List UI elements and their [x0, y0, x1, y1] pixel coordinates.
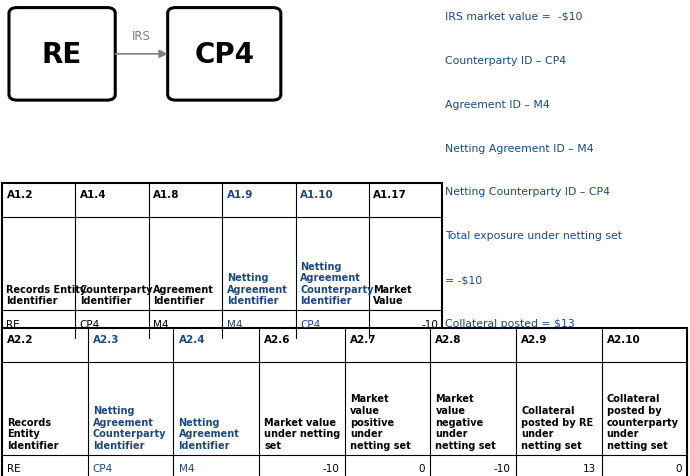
Text: -10: -10 — [421, 319, 438, 329]
Text: Records
Entity
Identifier: Records Entity Identifier — [7, 417, 59, 450]
Text: CP4: CP4 — [80, 319, 100, 329]
Text: A2.6: A2.6 — [264, 335, 290, 345]
FancyBboxPatch shape — [168, 9, 281, 101]
Text: Netting
Agreement
Identifier: Netting Agreement Identifier — [179, 417, 239, 450]
Text: Collateral
posted by RE
under
netting set: Collateral posted by RE under netting se… — [521, 405, 593, 450]
Text: Market
value
negative
under
netting set: Market value negative under netting set — [435, 394, 496, 450]
Bar — [2, 328, 687, 476]
Text: A2.2: A2.2 — [7, 335, 34, 345]
Text: A2.7: A2.7 — [350, 335, 377, 345]
Text: 0: 0 — [419, 463, 425, 473]
Text: Netting
Agreement
Counterparty
Identifier: Netting Agreement Counterparty Identifie… — [93, 405, 166, 450]
Text: Market
Value: Market Value — [373, 284, 412, 306]
Text: Agreement ID – M4: Agreement ID – M4 — [445, 99, 550, 109]
Text: 0: 0 — [676, 463, 682, 473]
Text: Netting
Agreement
Counterparty
Identifier: Netting Agreement Counterparty Identifie… — [300, 261, 373, 306]
Text: A2.10: A2.10 — [607, 335, 640, 345]
Text: Netting Counterparty ID – CP4: Netting Counterparty ID – CP4 — [445, 187, 610, 197]
Text: RE: RE — [42, 41, 82, 69]
Text: IRS: IRS — [132, 30, 151, 43]
Text: M4: M4 — [179, 463, 194, 473]
Text: A1.4: A1.4 — [80, 189, 106, 199]
Text: Netting Agreement ID – M4: Netting Agreement ID – M4 — [445, 143, 593, 153]
Text: -10: -10 — [494, 463, 511, 473]
Text: A1.9: A1.9 — [226, 189, 253, 199]
Text: Records Entity
Identifier: Records Entity Identifier — [6, 284, 87, 306]
Text: Agreement
Identifier: Agreement Identifier — [153, 284, 214, 306]
Text: CP4: CP4 — [93, 463, 113, 473]
FancyBboxPatch shape — [9, 9, 115, 101]
Text: A1.8: A1.8 — [153, 189, 179, 199]
Text: CP4: CP4 — [300, 319, 320, 329]
Text: -10: -10 — [323, 463, 339, 473]
Text: 13: 13 — [583, 463, 596, 473]
Text: A2.9: A2.9 — [521, 335, 547, 345]
Text: Market
value
positive
under
netting set: Market value positive under netting set — [350, 394, 411, 450]
Text: A1.17: A1.17 — [373, 189, 407, 199]
Text: Market value
under netting
set: Market value under netting set — [264, 417, 340, 450]
Text: IRS market value =  -$10: IRS market value = -$10 — [445, 12, 582, 22]
Text: A2.4: A2.4 — [179, 335, 205, 345]
Text: A2.8: A2.8 — [435, 335, 462, 345]
Text: RE: RE — [6, 319, 20, 329]
Text: A1.2: A1.2 — [6, 189, 33, 199]
Text: Collateral posted = $13: Collateral posted = $13 — [445, 318, 575, 328]
Text: Total exposure under netting set: Total exposure under netting set — [445, 231, 622, 241]
Text: Netting
Agreement
Identifier: Netting Agreement Identifier — [226, 273, 288, 306]
Text: CP4: CP4 — [195, 41, 254, 69]
Text: = -$10: = -$10 — [445, 275, 482, 285]
Bar — [2, 183, 442, 338]
Text: A1.10: A1.10 — [300, 189, 334, 199]
Text: Collateral
posted by
counterparty
under
netting set: Collateral posted by counterparty under … — [607, 394, 679, 450]
Text: M4: M4 — [226, 319, 242, 329]
Text: RE: RE — [7, 463, 21, 473]
Text: A2.3: A2.3 — [93, 335, 119, 345]
Text: Counterparty ID – CP4: Counterparty ID – CP4 — [445, 56, 566, 66]
Text: M4: M4 — [153, 319, 169, 329]
Text: Counterparty
Identifier: Counterparty Identifier — [80, 284, 153, 306]
